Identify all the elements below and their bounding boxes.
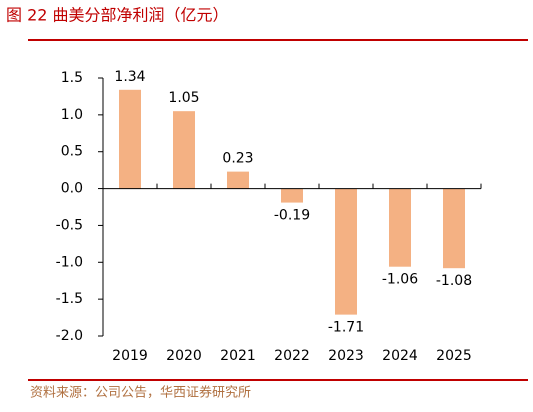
- bar: [119, 89, 141, 189]
- chart-title: 图 22 曲美分部净利润（亿元）: [6, 6, 229, 25]
- bar: [335, 188, 357, 315]
- bar: [227, 171, 249, 189]
- value-label: -1.08: [436, 273, 472, 289]
- x-tick-label: 2019: [112, 348, 148, 364]
- y-tick-label: -0.5: [56, 217, 83, 233]
- y-tick-label: 1.0: [61, 107, 83, 123]
- x-tick-label: 2022: [274, 348, 310, 364]
- value-label: -0.19: [274, 208, 310, 224]
- value-label: 1.34: [114, 69, 145, 85]
- bar: [173, 111, 195, 189]
- value-label: -1.71: [328, 320, 364, 336]
- bar: [443, 188, 465, 269]
- y-tick-label: 1.5: [61, 70, 83, 86]
- bar: [281, 188, 303, 203]
- value-label: 1.05: [168, 90, 199, 106]
- x-tick-label: 2020: [166, 348, 202, 364]
- x-tick-label: 2025: [436, 348, 472, 364]
- y-tick-label: -1.5: [56, 291, 83, 307]
- bar: [389, 188, 411, 267]
- x-tick-label: 2023: [328, 348, 364, 364]
- x-tick-label: 2024: [382, 348, 418, 364]
- source-note: 资料来源：公司公告，华西证券研究所: [30, 385, 251, 401]
- y-tick-label: 0.5: [61, 144, 83, 160]
- y-tick-label: -1.0: [56, 254, 83, 270]
- value-label: 0.23: [222, 151, 253, 167]
- y-tick-label: -2.0: [56, 328, 83, 344]
- y-tick-label: 0.0: [61, 181, 83, 197]
- x-tick-label: 2021: [220, 348, 256, 364]
- value-label: -1.06: [382, 272, 418, 288]
